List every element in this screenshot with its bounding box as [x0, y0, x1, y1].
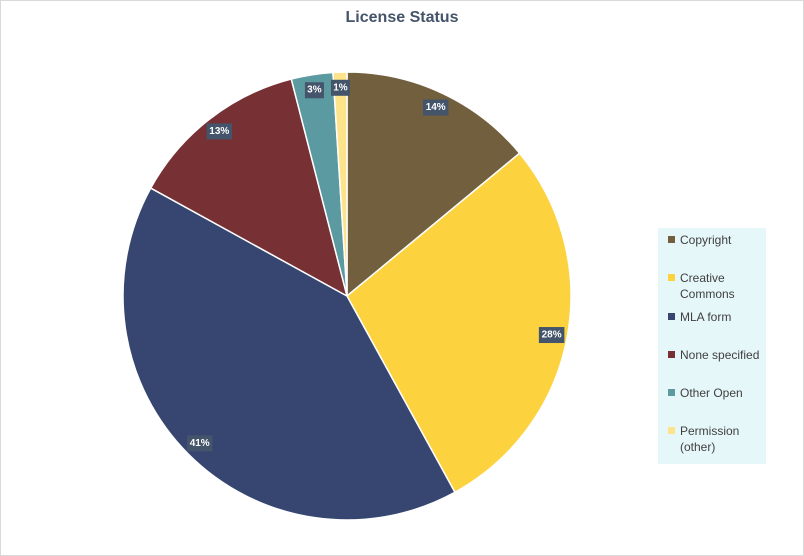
data-label-text: 14%	[426, 102, 446, 113]
pie-slice-creative-commons	[346, 152, 572, 494]
chart-title: License Status	[345, 9, 459, 26]
legend-label: Copyright	[680, 233, 732, 247]
data-label-box	[330, 79, 350, 96]
legend-label: Other Open	[680, 386, 743, 400]
data-label-box	[422, 99, 449, 116]
data-label-copyright: 14%	[422, 99, 449, 116]
data-label-text: 28%	[542, 330, 562, 341]
legend-item-none-specified: None specified	[668, 347, 762, 363]
pie-slices	[122, 71, 572, 521]
legend-item-creative-commons: Creative Commons	[668, 270, 762, 302]
legend-swatch	[668, 274, 675, 281]
legend-swatch	[668, 236, 675, 243]
pie-slice-permission-other	[332, 71, 348, 297]
legend-swatch	[668, 389, 675, 396]
legend-swatch	[668, 313, 675, 320]
legend-item-mla-form: MLA form	[668, 309, 762, 325]
legend-label: None specified	[680, 348, 760, 362]
legend-label: Creative Commons	[680, 271, 735, 301]
data-label-box	[538, 327, 565, 344]
legend-label: Permission (other)	[680, 424, 740, 454]
data-label-box	[304, 82, 324, 99]
pie-data-labels: 14% 28% 41% 13% 3% 1%	[186, 79, 565, 452]
legend-label: MLA form	[680, 310, 732, 324]
data-label-none-specified: 13%	[206, 123, 233, 140]
legend-swatch	[668, 427, 675, 434]
data-label-text: 1%	[333, 82, 348, 93]
data-label-box	[206, 123, 233, 140]
data-label-mla-form: 41%	[186, 435, 213, 452]
data-label-text: 13%	[209, 126, 229, 137]
data-label-box	[186, 435, 213, 452]
legend: Copyright Creative Commons MLA form None…	[658, 228, 766, 464]
legend-item-permission-other: Permission (other)	[668, 423, 762, 455]
pie-slice-copyright	[346, 71, 521, 298]
pie-slice-none-specified	[149, 78, 349, 298]
data-label-text: 3%	[307, 85, 322, 96]
data-label-permission-other: 1%	[330, 79, 350, 96]
legend-item-copyright: Copyright	[668, 232, 762, 248]
data-label-text: 41%	[190, 438, 210, 449]
data-label-other-open: 3%	[304, 82, 324, 99]
legend-swatch	[668, 351, 675, 358]
data-label-creative-commons: 28%	[538, 327, 565, 344]
legend-item-other-open: Other Open	[668, 385, 762, 401]
